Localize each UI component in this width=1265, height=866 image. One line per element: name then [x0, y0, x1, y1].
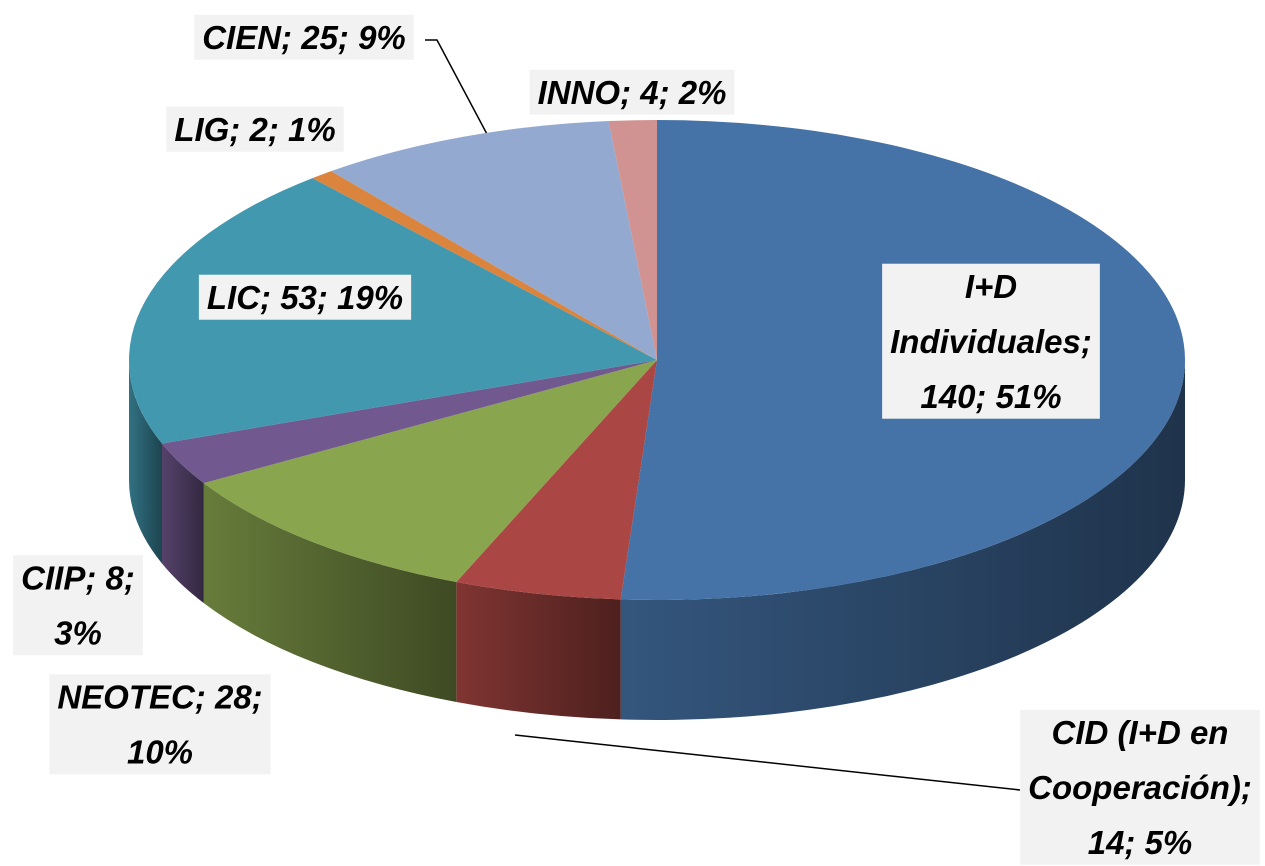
label-line: INNO; 4; 2% — [538, 74, 727, 111]
leader-line — [514, 734, 1021, 791]
label-line: Cooperación); — [1028, 769, 1252, 806]
label-box — [13, 555, 143, 656]
label-line: 14; 5% — [1088, 824, 1193, 861]
label-line: CIIP; 8; — [21, 559, 135, 596]
label-box — [166, 106, 344, 152]
label-box — [49, 674, 271, 775]
label-line: CID (I+D en — [1052, 714, 1229, 751]
slice — [312, 171, 657, 360]
slice-side — [456, 581, 621, 720]
label-box — [529, 69, 735, 115]
slice-side — [129, 360, 163, 564]
label-line: LIG; 2; 1% — [174, 111, 335, 148]
label-line: 140; 51% — [920, 378, 1061, 415]
label-line: Individuales; — [890, 323, 1092, 360]
data-label: CID (I+D en Cooperación); 14; 5% — [1028, 714, 1252, 861]
slice — [331, 121, 657, 361]
slice — [162, 360, 657, 484]
data-label: LIG; 2; 1% — [174, 111, 335, 148]
label-line: CIEN; 25; 9% — [202, 19, 406, 56]
label-box — [882, 263, 1100, 419]
data-label: I+D Individuales; 140; 51% — [890, 268, 1092, 415]
slice — [608, 120, 657, 360]
slice-side — [620, 360, 1185, 721]
label-line: 3% — [54, 614, 102, 651]
slice-side — [203, 483, 457, 702]
data-label: INNO; 4; 2% — [538, 74, 727, 111]
label-box — [1020, 709, 1260, 865]
label-line: 10% — [127, 733, 193, 770]
slice-side — [162, 443, 204, 604]
label-line: LIC; 53; 19% — [207, 279, 403, 316]
data-label: LIC; 53; 19% — [207, 279, 403, 316]
leader-line — [425, 39, 489, 137]
data-label: NEOTEC; 28; 10% — [57, 678, 262, 770]
slice — [203, 360, 658, 582]
slice — [456, 360, 657, 600]
label-line: NEOTEC; 28; — [57, 678, 262, 715]
data-label: CIEN; 25; 9% — [202, 19, 406, 56]
label-line: I+D — [965, 268, 1017, 305]
data-label: CIIP; 8; 3% — [21, 559, 135, 651]
label-box — [194, 14, 414, 60]
label-box — [198, 274, 412, 320]
